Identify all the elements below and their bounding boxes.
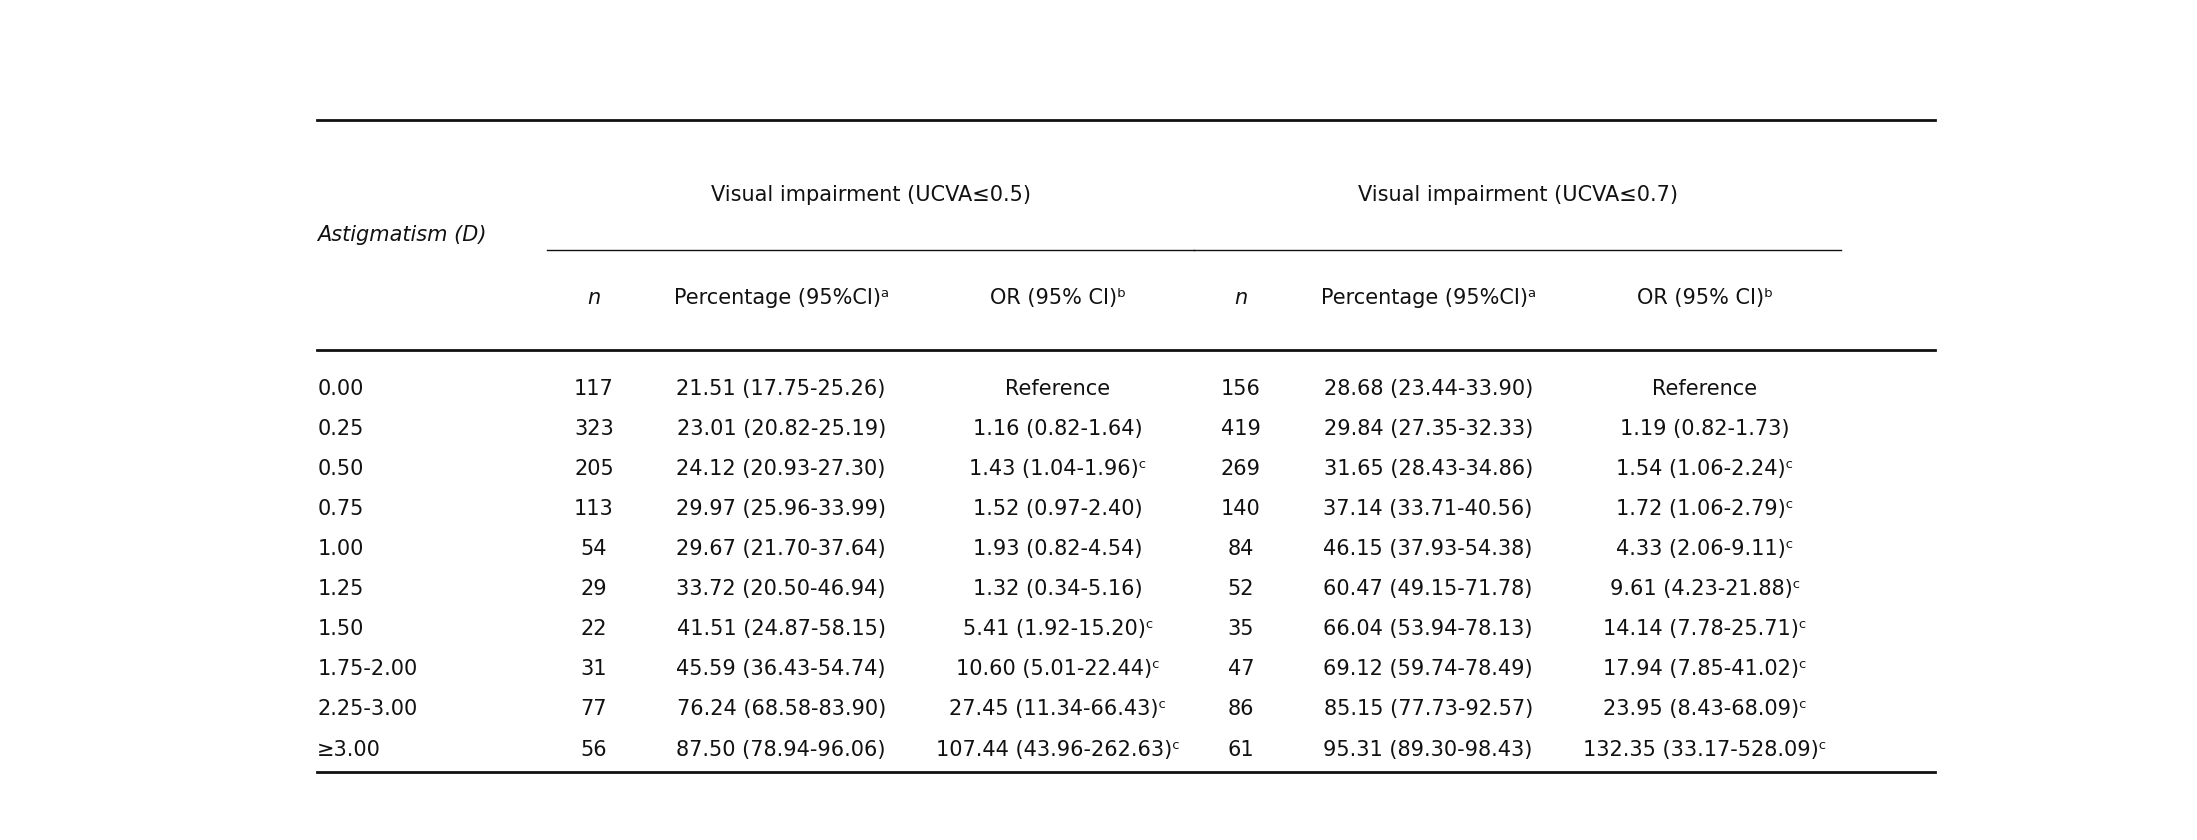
Text: 27.45 (11.34-66.43)ᶜ: 27.45 (11.34-66.43)ᶜ xyxy=(949,700,1167,719)
Text: 31: 31 xyxy=(580,659,606,680)
Text: 29.97 (25.96-33.99): 29.97 (25.96-33.99) xyxy=(677,499,885,519)
Text: 5.41 (1.92-15.20)ᶜ: 5.41 (1.92-15.20)ᶜ xyxy=(962,619,1153,639)
Text: 0.75: 0.75 xyxy=(316,499,363,519)
Text: ≥3.00: ≥3.00 xyxy=(316,739,380,759)
Text: 56: 56 xyxy=(580,739,606,759)
Text: Percentage (95%CI)ᵃ: Percentage (95%CI)ᵃ xyxy=(674,288,890,308)
Text: 1.19 (0.82-1.73): 1.19 (0.82-1.73) xyxy=(1619,418,1791,438)
Text: 29.67 (21.70-37.64): 29.67 (21.70-37.64) xyxy=(677,539,885,559)
Text: 23.01 (20.82-25.19): 23.01 (20.82-25.19) xyxy=(677,418,885,438)
Text: 35: 35 xyxy=(1228,619,1254,639)
Text: 69.12 (59.74-78.49): 69.12 (59.74-78.49) xyxy=(1323,659,1534,680)
Text: Percentage (95%CI)ᵃ: Percentage (95%CI)ᵃ xyxy=(1320,288,1536,308)
Text: 419: 419 xyxy=(1222,418,1261,438)
Text: 84: 84 xyxy=(1228,539,1254,559)
Text: 1.50: 1.50 xyxy=(316,619,363,639)
Text: 113: 113 xyxy=(573,499,613,519)
Text: 87.50 (78.94-96.06): 87.50 (78.94-96.06) xyxy=(677,739,885,759)
Text: OR (95% CI)ᵇ: OR (95% CI)ᵇ xyxy=(1637,288,1773,308)
Text: 1.25: 1.25 xyxy=(316,579,363,599)
Text: 1.72 (1.06-2.79)ᶜ: 1.72 (1.06-2.79)ᶜ xyxy=(1617,499,1793,519)
Text: 46.15 (37.93-54.38): 46.15 (37.93-54.38) xyxy=(1323,539,1534,559)
Text: 269: 269 xyxy=(1222,459,1261,479)
Text: 14.14 (7.78-25.71)ᶜ: 14.14 (7.78-25.71)ᶜ xyxy=(1604,619,1806,639)
Text: 24.12 (20.93-27.30): 24.12 (20.93-27.30) xyxy=(677,459,885,479)
Text: 66.04 (53.94-78.13): 66.04 (53.94-78.13) xyxy=(1323,619,1534,639)
Text: 156: 156 xyxy=(1222,379,1261,399)
Text: n: n xyxy=(1235,288,1248,308)
Text: 95.31 (89.30-98.43): 95.31 (89.30-98.43) xyxy=(1323,739,1534,759)
Text: 77: 77 xyxy=(580,700,606,719)
Text: 9.61 (4.23-21.88)ᶜ: 9.61 (4.23-21.88)ᶜ xyxy=(1610,579,1799,599)
Text: 28.68 (23.44-33.90): 28.68 (23.44-33.90) xyxy=(1323,379,1534,399)
Text: Reference: Reference xyxy=(1652,379,1758,399)
Text: 1.43 (1.04-1.96)ᶜ: 1.43 (1.04-1.96)ᶜ xyxy=(969,459,1147,479)
Text: 117: 117 xyxy=(573,379,613,399)
Text: 23.95 (8.43-68.09)ᶜ: 23.95 (8.43-68.09)ᶜ xyxy=(1604,700,1806,719)
Text: 1.16 (0.82-1.64): 1.16 (0.82-1.64) xyxy=(973,418,1142,438)
Text: 17.94 (7.85-41.02)ᶜ: 17.94 (7.85-41.02)ᶜ xyxy=(1604,659,1806,680)
Text: 45.59 (36.43-54.74): 45.59 (36.43-54.74) xyxy=(677,659,885,680)
Text: 37.14 (33.71-40.56): 37.14 (33.71-40.56) xyxy=(1323,499,1534,519)
Text: 52: 52 xyxy=(1228,579,1254,599)
Text: 140: 140 xyxy=(1222,499,1261,519)
Text: 132.35 (33.17-528.09)ᶜ: 132.35 (33.17-528.09)ᶜ xyxy=(1584,739,1826,759)
Text: Visual impairment (UCVA≤0.7): Visual impairment (UCVA≤0.7) xyxy=(1358,185,1679,205)
Text: n: n xyxy=(587,288,600,308)
Text: 0.00: 0.00 xyxy=(316,379,363,399)
Text: 54: 54 xyxy=(580,539,606,559)
Text: 107.44 (43.96-262.63)ᶜ: 107.44 (43.96-262.63)ᶜ xyxy=(936,739,1180,759)
Text: 1.52 (0.97-2.40): 1.52 (0.97-2.40) xyxy=(973,499,1142,519)
Text: 1.93 (0.82-4.54): 1.93 (0.82-4.54) xyxy=(973,539,1142,559)
Text: 29.84 (27.35-32.33): 29.84 (27.35-32.33) xyxy=(1323,418,1534,438)
Text: 86: 86 xyxy=(1228,700,1254,719)
Text: 22: 22 xyxy=(580,619,606,639)
Text: 29: 29 xyxy=(580,579,606,599)
Text: 1.54 (1.06-2.24)ᶜ: 1.54 (1.06-2.24)ᶜ xyxy=(1617,459,1793,479)
Text: 31.65 (28.43-34.86): 31.65 (28.43-34.86) xyxy=(1323,459,1534,479)
Text: 61: 61 xyxy=(1228,739,1254,759)
Text: 33.72 (20.50-46.94): 33.72 (20.50-46.94) xyxy=(677,579,885,599)
Text: 1.75-2.00: 1.75-2.00 xyxy=(316,659,417,680)
Text: 76.24 (68.58-83.90): 76.24 (68.58-83.90) xyxy=(677,700,885,719)
Text: 205: 205 xyxy=(573,459,613,479)
Text: OR (95% CI)ᵇ: OR (95% CI)ᵇ xyxy=(991,288,1125,308)
Text: 60.47 (49.15-71.78): 60.47 (49.15-71.78) xyxy=(1323,579,1534,599)
Text: 0.50: 0.50 xyxy=(316,459,363,479)
Text: 2.25-3.00: 2.25-3.00 xyxy=(316,700,417,719)
Text: Visual impairment (UCVA≤0.5): Visual impairment (UCVA≤0.5) xyxy=(710,185,1030,205)
Text: 323: 323 xyxy=(573,418,613,438)
Text: 4.33 (2.06-9.11)ᶜ: 4.33 (2.06-9.11)ᶜ xyxy=(1617,539,1793,559)
Text: 47: 47 xyxy=(1228,659,1254,680)
Text: 1.32 (0.34-5.16): 1.32 (0.34-5.16) xyxy=(973,579,1142,599)
Text: 41.51 (24.87-58.15): 41.51 (24.87-58.15) xyxy=(677,619,885,639)
Text: 1.00: 1.00 xyxy=(316,539,363,559)
Text: 10.60 (5.01-22.44)ᶜ: 10.60 (5.01-22.44)ᶜ xyxy=(956,659,1160,680)
Text: 0.25: 0.25 xyxy=(316,418,363,438)
Text: 85.15 (77.73-92.57): 85.15 (77.73-92.57) xyxy=(1323,700,1534,719)
Text: 21.51 (17.75-25.26): 21.51 (17.75-25.26) xyxy=(677,379,885,399)
Text: Reference: Reference xyxy=(1006,379,1109,399)
Text: Astigmatism (D): Astigmatism (D) xyxy=(316,225,488,245)
